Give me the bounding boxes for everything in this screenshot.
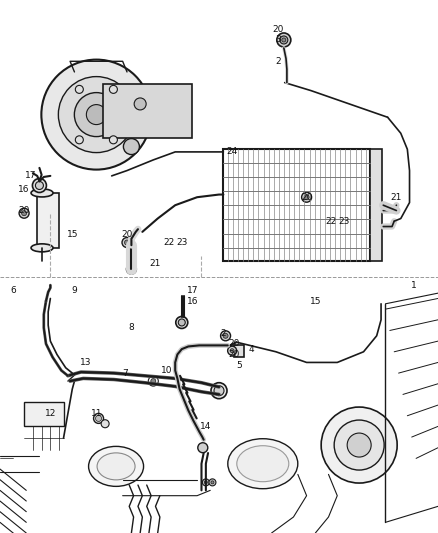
Circle shape [19, 208, 29, 218]
Circle shape [228, 346, 237, 355]
Text: 10: 10 [161, 366, 172, 375]
Text: 16: 16 [187, 297, 198, 305]
FancyBboxPatch shape [24, 402, 64, 426]
Text: 22: 22 [325, 217, 336, 225]
Text: 15: 15 [310, 297, 321, 305]
Circle shape [211, 481, 214, 484]
Circle shape [58, 77, 134, 152]
Text: 2: 2 [221, 329, 226, 337]
Circle shape [75, 85, 83, 93]
Circle shape [221, 331, 230, 341]
Circle shape [32, 179, 46, 192]
Circle shape [277, 33, 291, 47]
Text: 20: 20 [18, 206, 30, 215]
Circle shape [178, 319, 185, 326]
FancyBboxPatch shape [370, 149, 382, 261]
Circle shape [134, 98, 146, 110]
Circle shape [202, 479, 209, 486]
Circle shape [124, 139, 139, 155]
Circle shape [321, 407, 397, 483]
Circle shape [94, 414, 103, 423]
Ellipse shape [31, 244, 53, 252]
Text: 12: 12 [45, 409, 56, 417]
Circle shape [176, 317, 188, 328]
Text: 6: 6 [10, 286, 16, 295]
Text: 8: 8 [128, 324, 134, 332]
Ellipse shape [237, 446, 289, 482]
Circle shape [151, 378, 156, 384]
Circle shape [230, 349, 234, 353]
Circle shape [21, 211, 27, 216]
Circle shape [209, 479, 216, 486]
Circle shape [214, 386, 224, 395]
Text: 24: 24 [226, 148, 238, 156]
Circle shape [124, 240, 130, 245]
Text: 21: 21 [150, 260, 161, 268]
Circle shape [41, 60, 152, 169]
Text: 9: 9 [71, 286, 78, 295]
Text: 11: 11 [91, 409, 102, 417]
Text: 20: 20 [229, 350, 240, 359]
Circle shape [101, 419, 109, 428]
Text: 17: 17 [25, 172, 36, 180]
Text: 16: 16 [18, 185, 30, 193]
Text: 23: 23 [176, 238, 187, 247]
Text: 13: 13 [80, 358, 91, 367]
Text: 4: 4 [249, 345, 254, 353]
Text: 20: 20 [229, 340, 240, 348]
Circle shape [198, 443, 208, 453]
Text: 20: 20 [272, 25, 284, 34]
Circle shape [211, 383, 227, 399]
Circle shape [280, 36, 288, 44]
Circle shape [223, 333, 228, 338]
Circle shape [334, 420, 384, 470]
Text: 14: 14 [200, 422, 212, 431]
Circle shape [110, 136, 117, 144]
Ellipse shape [88, 446, 144, 487]
Ellipse shape [31, 189, 53, 197]
Circle shape [74, 93, 118, 136]
Text: 21: 21 [391, 193, 402, 201]
FancyBboxPatch shape [103, 84, 192, 138]
Circle shape [304, 195, 309, 200]
Circle shape [302, 192, 311, 202]
Text: 1: 1 [411, 281, 417, 289]
Text: 2: 2 [276, 57, 281, 66]
Text: 20: 20 [301, 193, 312, 201]
Text: 20: 20 [121, 230, 133, 239]
Circle shape [35, 181, 43, 190]
Text: 17: 17 [187, 286, 198, 295]
Circle shape [110, 85, 117, 93]
Circle shape [282, 38, 286, 42]
Text: 15: 15 [67, 230, 78, 239]
Circle shape [347, 433, 371, 457]
FancyBboxPatch shape [234, 345, 244, 357]
Circle shape [205, 481, 207, 484]
Ellipse shape [97, 453, 135, 480]
Circle shape [148, 376, 158, 386]
Ellipse shape [228, 439, 298, 489]
FancyBboxPatch shape [37, 193, 59, 248]
Text: 3: 3 [275, 36, 281, 44]
Circle shape [95, 415, 102, 422]
Circle shape [127, 264, 136, 274]
Circle shape [122, 238, 132, 247]
Text: 7: 7 [122, 369, 128, 377]
Circle shape [75, 136, 83, 144]
Text: 5: 5 [236, 361, 242, 369]
Text: 22: 22 [163, 238, 174, 247]
Circle shape [86, 104, 106, 125]
Text: 23: 23 [338, 217, 350, 225]
